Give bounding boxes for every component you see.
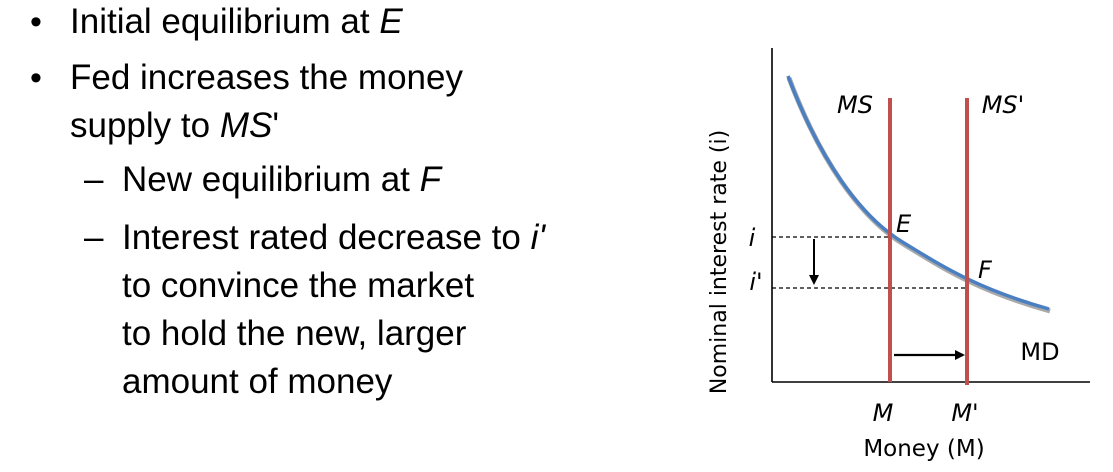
sub-bullet-dash: –: [84, 160, 104, 199]
label-ms-prime: MS': [982, 91, 1025, 119]
label-point-e: E: [896, 210, 912, 238]
label-money-demand: MD: [1020, 338, 1059, 366]
label-point-f: F: [978, 256, 993, 284]
bullet-fed-increase-line2: supply to MS': [70, 106, 279, 146]
bullet-text: Initial equilibrium at: [70, 2, 380, 41]
sub-bullet-text: New equilibrium at: [122, 160, 420, 199]
y-axis-title: Nominal interest rate (i): [707, 130, 732, 394]
sub-bullet-new-equilibrium: New equilibrium at F: [122, 160, 441, 200]
bullet-emphasis: E: [379, 2, 403, 41]
x-axis-title: Money (M): [863, 436, 984, 462]
money-demand-curve: [786, 75, 1050, 311]
sub-bullet-text: Interest rated decrease to: [122, 218, 531, 257]
label-rate-i-prime: i': [749, 268, 762, 296]
bullet-marker: •: [30, 59, 42, 97]
bullet-list: • Initial equilibrium at E • Fed increas…: [30, 2, 545, 401]
bullet-fed-increase-line1: Fed increases the money: [70, 58, 463, 97]
label-money-m: M: [873, 399, 894, 427]
bullet-initial-equilibrium: Initial equilibrium at E: [70, 2, 403, 42]
label-money-m-prime: M': [951, 399, 978, 427]
sub-bullet-emphasis: i': [530, 218, 546, 257]
label-ms: MS: [837, 91, 873, 119]
sub-bullet-dash: –: [84, 218, 104, 257]
bullet-emphasis: MS: [219, 106, 273, 145]
bullet-text: supply to: [70, 106, 220, 145]
sub-bullet-interest-line2: to convince the market: [122, 266, 475, 305]
sub-bullet-interest-line4: amount of money: [122, 362, 393, 401]
bullet-marker: •: [30, 3, 42, 41]
sub-bullet-emphasis: F: [419, 160, 442, 199]
label-rate-i: i: [749, 224, 756, 252]
sub-bullet-interest-line1: Interest rated decrease to i': [122, 218, 545, 258]
bullet-suffix: ': [272, 106, 279, 145]
sub-bullet-interest-line3: to hold the new, larger: [122, 314, 467, 353]
